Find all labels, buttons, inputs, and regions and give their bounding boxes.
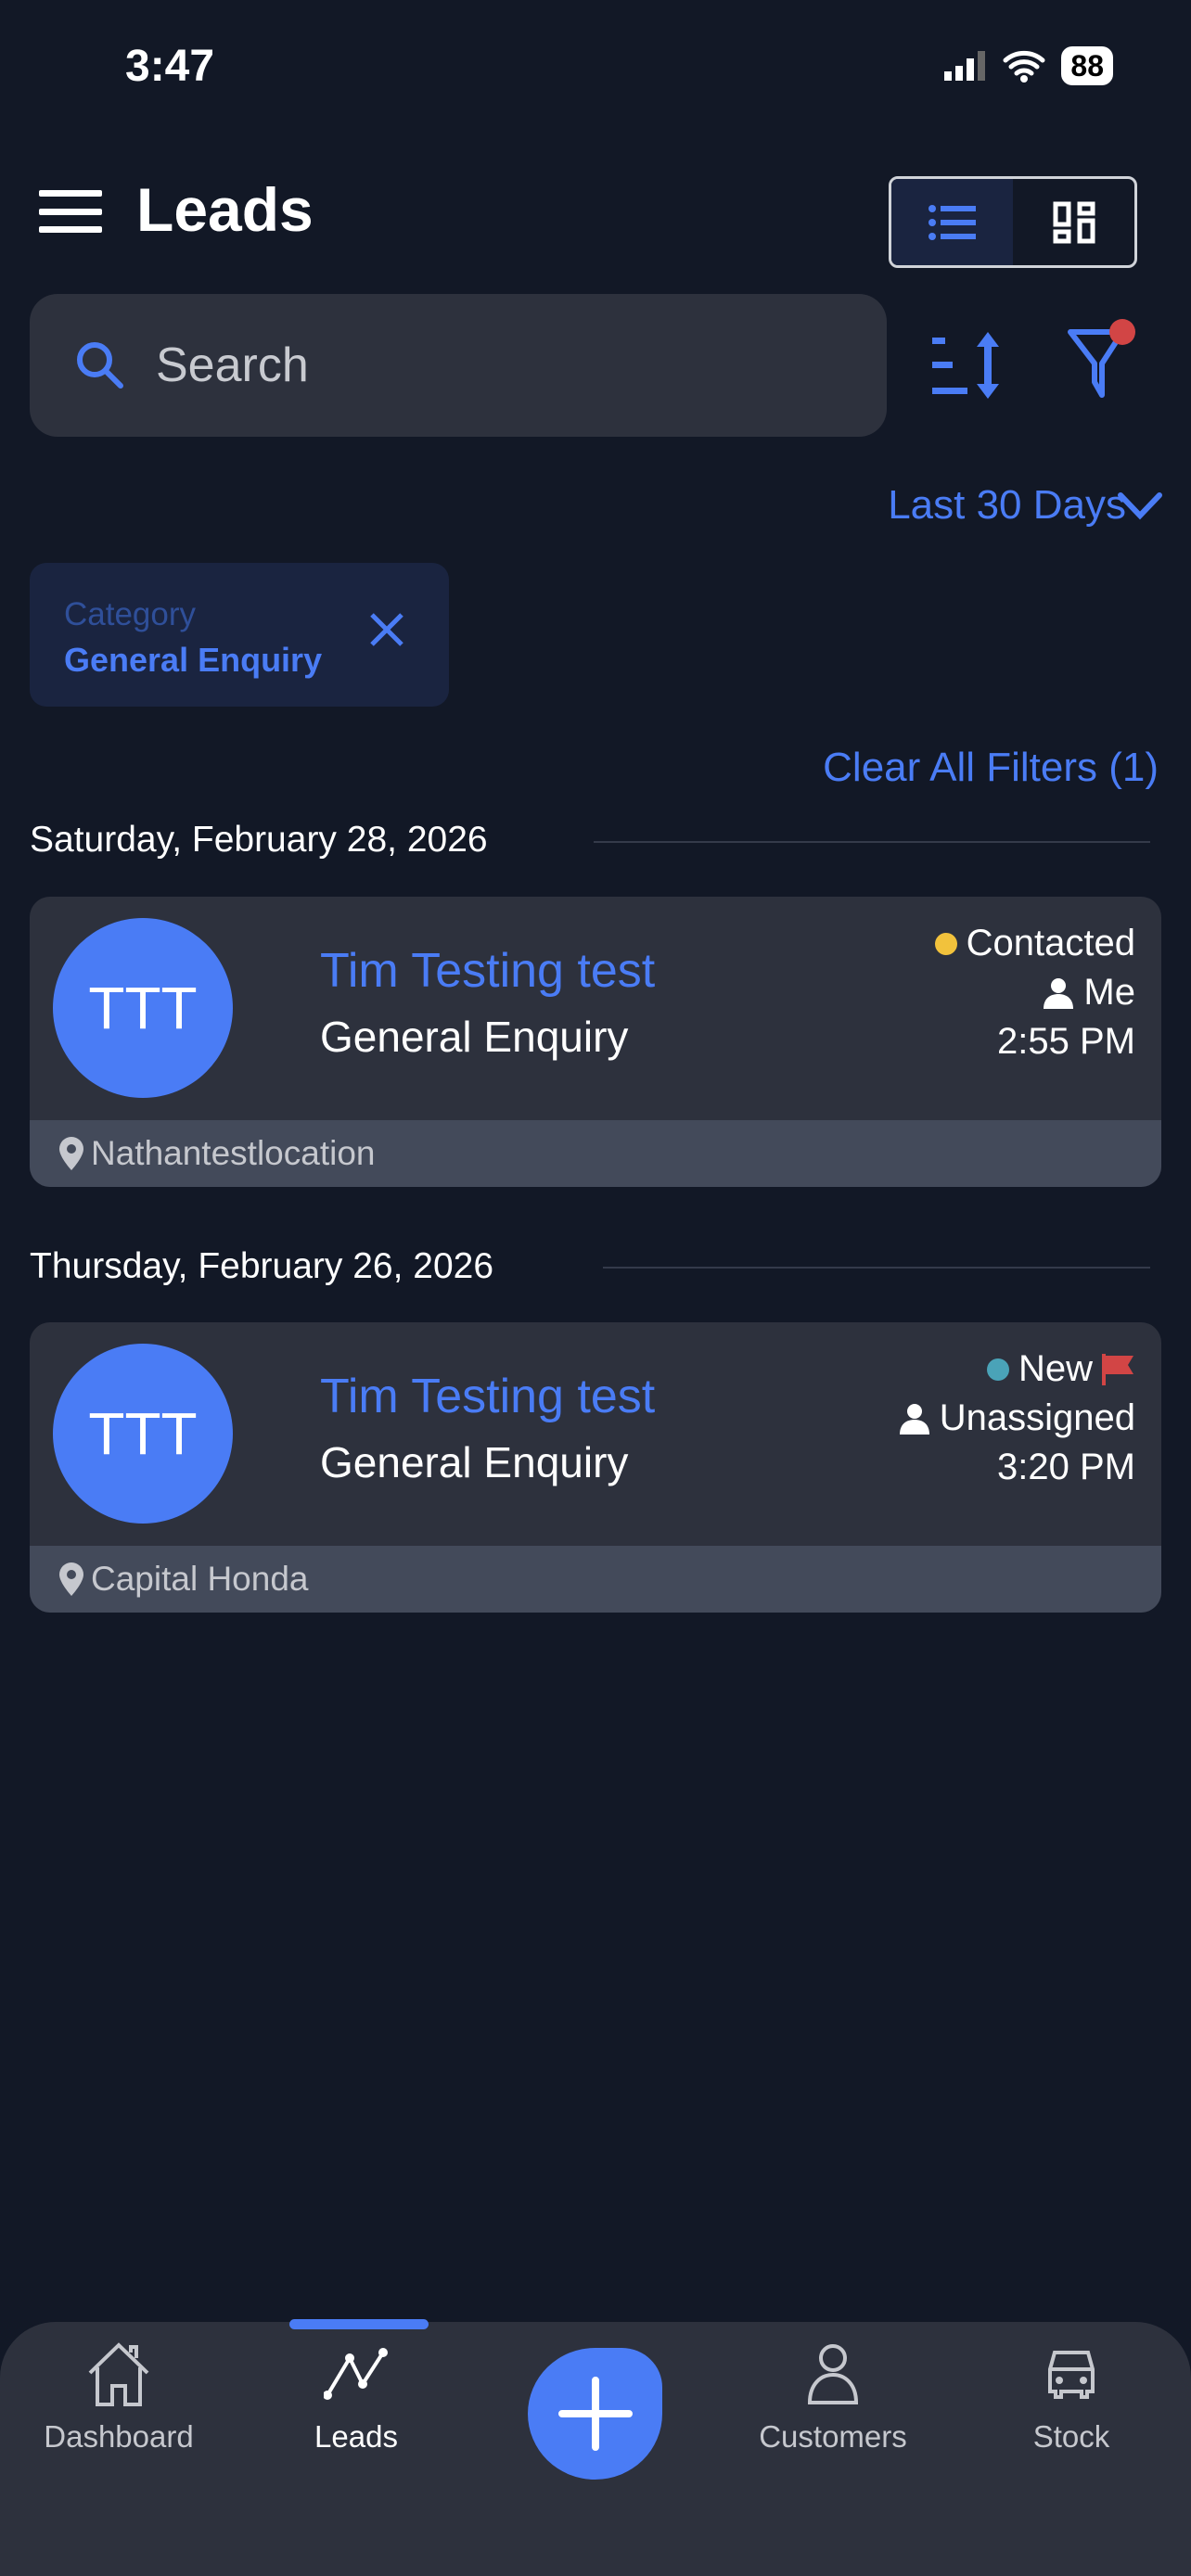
lead-location: Nathantestlocation (91, 1134, 376, 1172)
status-icons: 88 (944, 46, 1113, 85)
lead-category: General Enquiry (320, 1438, 629, 1486)
filter-button[interactable] (1067, 319, 1135, 405)
lead-card[interactable]: TTT Tim Testing test General Enquiry Con… (30, 897, 1161, 1187)
plus-icon (557, 2377, 633, 2451)
battery-level: 88 (1061, 46, 1113, 85)
divider (603, 1267, 1150, 1269)
search-input[interactable] (156, 338, 712, 393)
person-icon (1044, 977, 1074, 1009)
car-icon (1048, 2351, 1095, 2399)
location-pin-icon (59, 1562, 83, 1596)
home-icon (88, 2342, 149, 2406)
page-title: Leads (136, 175, 314, 244)
lead-name[interactable]: Tim Testing test (320, 944, 656, 998)
location-pin-icon (59, 1137, 83, 1170)
chevron-down-icon[interactable] (1117, 482, 1163, 529)
view-toggle[interactable] (889, 176, 1137, 268)
lead-category: General Enquiry (320, 1013, 629, 1061)
nav-leads[interactable]: Leads (254, 2341, 458, 2455)
trend-icon (324, 2348, 388, 2400)
lead-location: Capital Honda (91, 1560, 309, 1598)
date-header: Saturday, February 28, 2026 (30, 820, 488, 860)
signal-icon (944, 51, 986, 81)
flag-icon (1102, 1353, 1133, 1385)
nav-label: Leads (314, 2419, 398, 2454)
menu-button[interactable] (39, 190, 102, 233)
nav-stock[interactable]: Stock (969, 2341, 1173, 2455)
search-bar[interactable] (30, 294, 887, 437)
status-dot-icon (934, 932, 957, 955)
lead-status: New (1018, 1348, 1093, 1389)
divider (594, 841, 1150, 843)
status-dot-icon (986, 1358, 1009, 1381)
wifi-icon (1003, 50, 1045, 83)
lead-name[interactable]: Tim Testing test (320, 1370, 656, 1423)
nav-label: Dashboard (44, 2419, 194, 2454)
lead-assignee: Me (1083, 972, 1135, 1013)
lead-card[interactable]: TTT Tim Testing test General Enquiry New… (30, 1322, 1161, 1613)
list-icon (928, 204, 976, 240)
avatar: TTT (53, 918, 233, 1098)
date-range-dropdown[interactable]: Last 30 Days (888, 482, 1126, 528)
person-icon (899, 1403, 929, 1435)
nav-dashboard[interactable]: Dashboard (17, 2341, 221, 2455)
nav-label: Stock (1032, 2419, 1110, 2454)
grid-icon (1053, 201, 1095, 243)
list-view-button[interactable] (891, 179, 1013, 265)
filter-active-badge (1109, 319, 1135, 345)
close-icon[interactable] (368, 611, 405, 648)
lead-assignee: Unassigned (939, 1397, 1135, 1438)
chip-label: Category (64, 596, 197, 632)
nav-label: Customers (759, 2419, 907, 2454)
search-icon (77, 342, 123, 389)
active-tab-indicator (289, 2319, 429, 2329)
date-header: Thursday, February 26, 2026 (30, 1246, 494, 1286)
grid-view-button[interactable] (1013, 179, 1134, 265)
status-time: 3:47 (125, 42, 215, 91)
lead-time: 3:20 PM (997, 1447, 1135, 1487)
lead-time: 2:55 PM (997, 1021, 1135, 1062)
lead-status: Contacted (966, 923, 1135, 963)
avatar: TTT (53, 1344, 233, 1524)
nav-customers[interactable]: Customers (731, 2341, 935, 2455)
sort-icon[interactable] (932, 332, 1006, 399)
person-icon (807, 2344, 859, 2404)
chip-value: General Enquiry (64, 641, 323, 679)
filter-chip[interactable]: Category General Enquiry (30, 563, 449, 707)
add-lead-button[interactable] (528, 2348, 662, 2480)
clear-filters-link[interactable]: Clear All Filters (1) (823, 745, 1159, 790)
